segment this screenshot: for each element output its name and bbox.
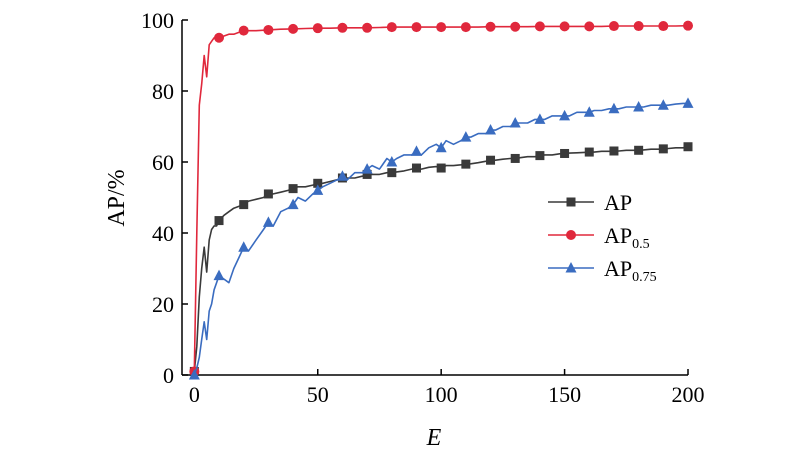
- y-tick-label: 40: [152, 221, 174, 246]
- x-tick-label: 0: [189, 382, 200, 407]
- data-point-ap: [362, 169, 372, 179]
- data-point-ap0-75: [657, 99, 669, 110]
- data-point-ap0-5: [608, 21, 619, 32]
- data-point-ap: [239, 200, 249, 210]
- data-point-ap: [461, 159, 471, 169]
- y-tick-label: 20: [152, 292, 174, 317]
- data-point-ap0-5: [534, 21, 545, 32]
- data-point-ap0-75: [188, 369, 200, 380]
- data-point-ap0-75: [386, 156, 398, 167]
- data-point-ap: [214, 216, 224, 226]
- data-point-ap: [535, 151, 545, 161]
- legend-marker-triangle: [565, 262, 577, 273]
- data-point-ap0-5: [214, 32, 225, 43]
- y-tick-label: 100: [141, 8, 174, 33]
- data-point-ap: [288, 184, 298, 194]
- x-tick-label: 200: [672, 382, 705, 407]
- data-point-ap0-75: [361, 163, 373, 174]
- data-point-ap0-75: [213, 269, 225, 281]
- data-point-ap0-75: [559, 109, 571, 121]
- data-point-ap0-75: [435, 141, 447, 153]
- data-point-ap0-75: [410, 145, 422, 156]
- data-point-ap0-75: [238, 241, 250, 252]
- x-tick-label: 150: [548, 382, 581, 407]
- data-point-ap: [387, 168, 397, 178]
- series-ap0-5: [189, 20, 693, 377]
- y-axis-title: AP/%: [104, 169, 130, 226]
- data-point-ap: [609, 146, 619, 156]
- data-point-ap0-75: [608, 102, 620, 114]
- data-point-ap: [486, 155, 496, 165]
- x-tick-label: 100: [425, 382, 458, 407]
- legend-item-ap: AP: [548, 190, 632, 215]
- data-point-ap: [313, 178, 323, 188]
- data-point-ap0-75: [262, 216, 274, 227]
- legend-label: AP0.5: [604, 223, 650, 252]
- legend-item-ap0-75: AP0.75: [548, 256, 657, 285]
- legend: AP AP0.5 AP0.75: [548, 190, 657, 285]
- x-tick-label: 50: [307, 382, 329, 407]
- data-point-ap0-5: [288, 23, 299, 34]
- data-point-ap0-5: [386, 22, 397, 33]
- data-point-ap0-5: [460, 22, 471, 33]
- data-point-ap0-5: [312, 23, 323, 34]
- legend-marker-circle: [566, 230, 576, 240]
- plot-area: 0 50 100 150 200 0 20 40 60 80 100: [141, 8, 705, 407]
- x-axis-title: E: [426, 425, 442, 451]
- data-point-ap0-75: [287, 198, 299, 210]
- data-point-ap0-75: [534, 113, 546, 124]
- series-ap0-75: [188, 97, 694, 380]
- series-layer: [188, 20, 694, 380]
- data-point-ap: [560, 148, 570, 158]
- data-point-ap: [263, 189, 273, 199]
- data-point-ap0-5: [683, 20, 693, 31]
- y-axis-ticks: 0 20 40 60 80 100: [141, 8, 188, 388]
- y-tick-label: 80: [152, 79, 174, 104]
- data-point-ap0-75: [509, 116, 521, 128]
- data-point-ap0-75: [633, 100, 645, 112]
- data-point-ap0-5: [238, 25, 249, 36]
- data-point-ap: [658, 144, 668, 154]
- data-point-ap0-75: [682, 97, 694, 108]
- data-point-ap0-5: [658, 21, 669, 32]
- data-point-ap: [634, 145, 644, 155]
- data-point-ap0-75: [485, 124, 497, 135]
- data-point-ap: [436, 163, 446, 173]
- data-point-ap0-5: [485, 21, 496, 32]
- data-point-ap0-5: [559, 21, 570, 32]
- data-point-ap: [411, 163, 421, 173]
- legend-item-ap0-5: AP0.5: [548, 223, 650, 252]
- data-point-ap: [584, 147, 594, 157]
- data-point-ap0-5: [436, 22, 447, 33]
- data-point-ap0-75: [583, 106, 595, 117]
- legend-marker-square: [566, 197, 576, 207]
- series-ap: [189, 142, 693, 376]
- data-point-ap0-5: [263, 24, 274, 35]
- legend-label: AP0.75: [604, 256, 657, 285]
- data-point-ap: [510, 153, 520, 163]
- data-point-ap0-5: [362, 22, 373, 33]
- data-point-ap0-5: [633, 21, 644, 32]
- data-point-ap: [683, 142, 693, 152]
- data-point-ap0-5: [510, 21, 521, 32]
- legend-label: AP: [604, 190, 632, 215]
- data-point-ap0-75: [312, 184, 324, 195]
- data-point-ap0-5: [584, 21, 595, 32]
- data-point-ap0-75: [336, 170, 348, 181]
- data-point-ap0-5: [337, 22, 348, 33]
- y-tick-label: 0: [163, 363, 174, 388]
- x-axis-ticks: 0 50 100 150 200: [189, 369, 705, 407]
- y-tick-label: 60: [152, 150, 174, 175]
- data-point-ap0-5: [411, 22, 422, 33]
- data-point-ap0-75: [460, 131, 472, 142]
